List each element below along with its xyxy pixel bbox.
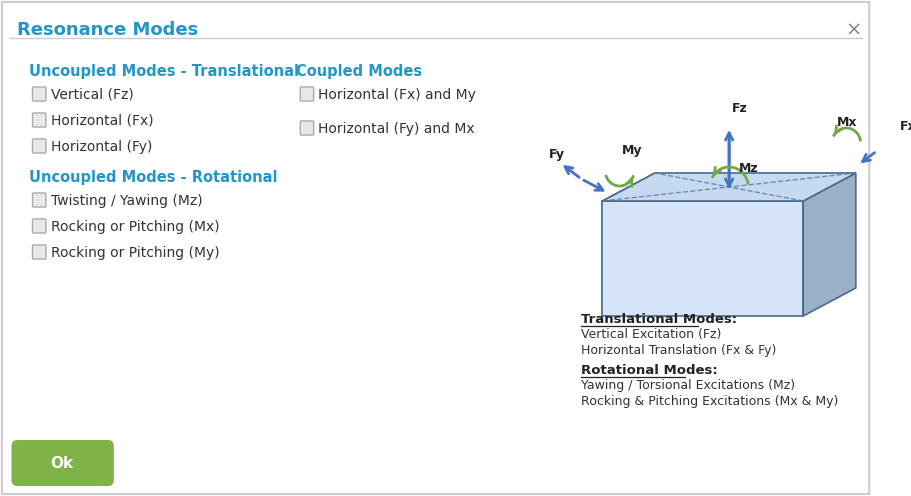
Text: Fx: Fx (900, 120, 911, 133)
FancyBboxPatch shape (33, 193, 46, 207)
Text: Vertical Excitation (Fz): Vertical Excitation (Fz) (581, 328, 722, 341)
FancyBboxPatch shape (12, 440, 114, 486)
Text: Rocking or Pitching (Mx): Rocking or Pitching (Mx) (51, 220, 220, 234)
Polygon shape (602, 173, 655, 316)
FancyBboxPatch shape (2, 2, 869, 494)
Text: Horizontal (Fy) and Mx: Horizontal (Fy) and Mx (319, 122, 475, 136)
Polygon shape (804, 173, 855, 316)
Text: Uncoupled Modes - Rotational: Uncoupled Modes - Rotational (28, 170, 277, 185)
Text: Ok: Ok (51, 455, 74, 471)
FancyBboxPatch shape (33, 139, 46, 153)
Text: Mx: Mx (836, 116, 857, 129)
Text: Horizontal Translation (Fx & Fy): Horizontal Translation (Fx & Fy) (581, 344, 777, 357)
FancyBboxPatch shape (33, 245, 46, 259)
Text: Translational Modes:: Translational Modes: (581, 313, 738, 326)
FancyBboxPatch shape (33, 113, 46, 127)
Polygon shape (602, 173, 855, 201)
Text: Yawing / Torsional Excitations (Mz): Yawing / Torsional Excitations (Mz) (581, 379, 795, 392)
Text: Horizontal (Fx): Horizontal (Fx) (51, 114, 153, 128)
Text: Coupled Modes: Coupled Modes (296, 64, 423, 79)
Polygon shape (602, 201, 804, 316)
Text: Horizontal (Fy): Horizontal (Fy) (51, 140, 152, 154)
Text: Rotational Modes:: Rotational Modes: (581, 364, 718, 377)
FancyBboxPatch shape (33, 87, 46, 101)
Text: Vertical (Fz): Vertical (Fz) (51, 88, 133, 102)
Text: ×: × (845, 21, 862, 40)
Text: Rocking or Pitching (My): Rocking or Pitching (My) (51, 246, 220, 260)
Text: Fz: Fz (732, 102, 748, 115)
FancyBboxPatch shape (301, 121, 313, 135)
Text: Mz: Mz (739, 162, 758, 175)
Text: Horizontal (Fx) and My: Horizontal (Fx) and My (319, 88, 476, 102)
FancyBboxPatch shape (301, 87, 313, 101)
Text: Fy: Fy (548, 148, 565, 161)
Text: Rocking & Pitching Excitations (Mx & My): Rocking & Pitching Excitations (Mx & My) (581, 395, 839, 408)
Text: My: My (621, 144, 642, 157)
Text: Uncoupled Modes - Translational: Uncoupled Modes - Translational (28, 64, 299, 79)
Text: Twisting / Yawing (Mz): Twisting / Yawing (Mz) (51, 194, 202, 208)
Text: Resonance Modes: Resonance Modes (17, 21, 199, 39)
FancyBboxPatch shape (33, 219, 46, 233)
